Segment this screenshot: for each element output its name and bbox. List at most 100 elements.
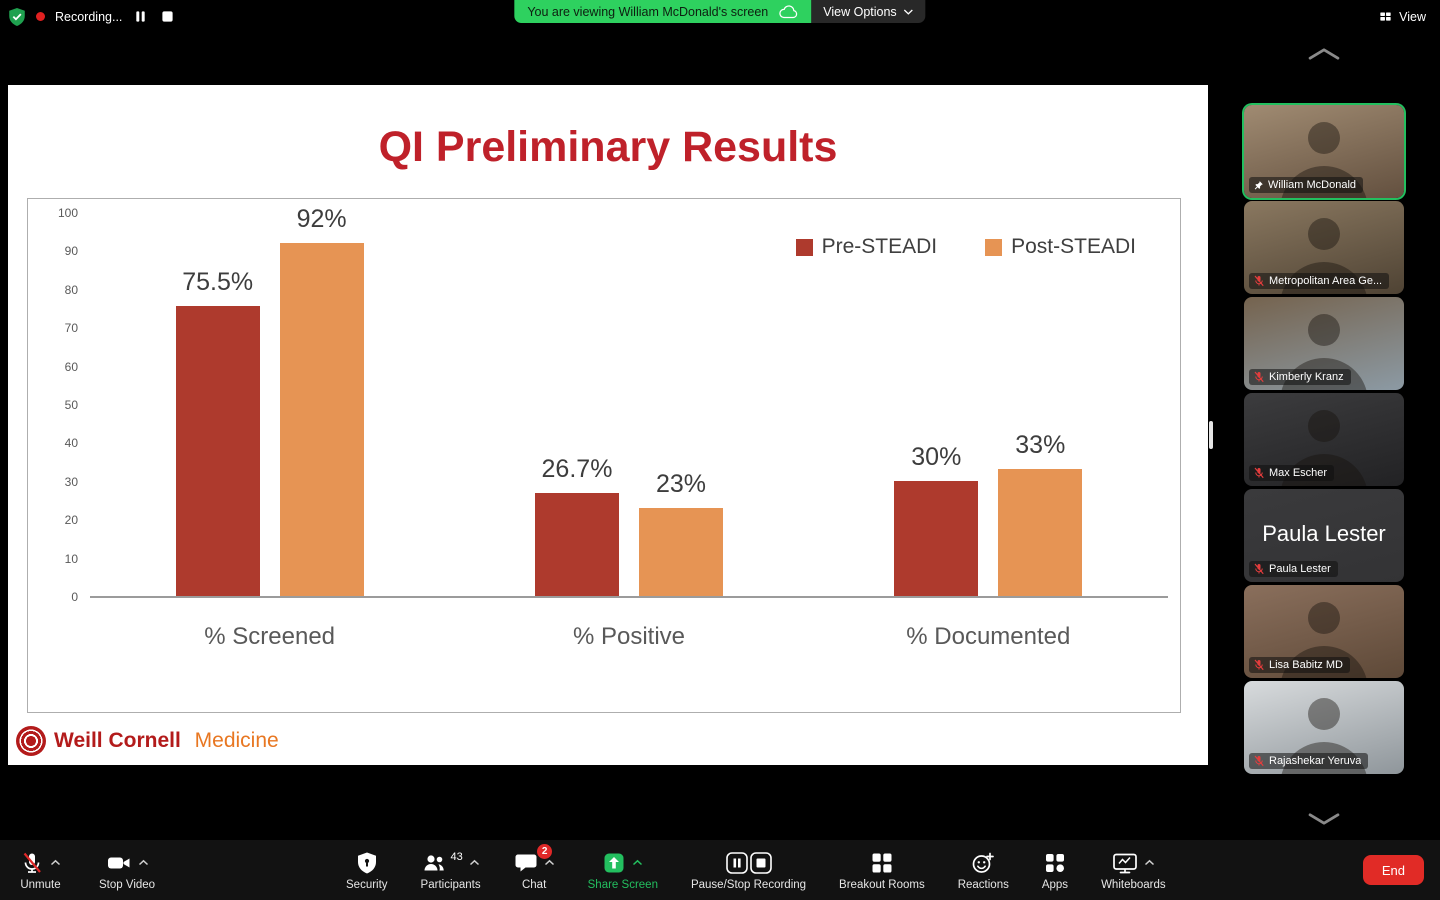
participant-tile[interactable]: Paula Lester Paula Lester [1244, 489, 1404, 582]
toolbar-label: Pause/Stop Recording [690, 879, 807, 891]
bar-cell: 26.7% [534, 455, 619, 596]
pause-recording-button[interactable] [132, 8, 149, 25]
recording-label: Recording... [55, 9, 123, 24]
legend-swatch [795, 238, 813, 256]
bar-cell: 33% [998, 431, 1083, 596]
toolbar-whiteboards-button[interactable]: Whiteboards [1091, 840, 1176, 900]
participant-silhouette [1308, 122, 1340, 154]
view-grid-icon [1379, 10, 1392, 23]
participants-count: 43 [450, 851, 463, 863]
toolbar-label: Breakout Rooms [839, 879, 925, 891]
toolbar-label: Apps [1041, 879, 1069, 891]
stop-recording-button[interactable] [159, 8, 176, 25]
bar-pre-steadi [894, 480, 979, 596]
toolbar-security-button[interactable]: Security [336, 840, 398, 900]
participant-name: Lisa Babitz MD [1269, 659, 1343, 671]
chevron-up-icon[interactable] [469, 859, 480, 866]
participant-silhouette [1308, 698, 1340, 730]
bar-value-label: 92% [296, 204, 347, 233]
participant-tile[interactable]: Metropolitan Area Ge... [1244, 201, 1404, 294]
view-options-label: View Options [823, 4, 897, 19]
recording-controls: Recording... [8, 0, 176, 33]
toolbar-stop-video-button[interactable]: Stop Video [89, 840, 165, 900]
view-label: View [1399, 9, 1426, 24]
participant-tile[interactable]: Kimberly Kranz [1244, 297, 1404, 390]
legend-item: Pre-STEADI [795, 235, 938, 259]
chevron-up-icon[interactable] [50, 859, 61, 866]
toolbar-center-cluster: Security 43 Participants Chat 2 Share Screen P… [336, 840, 1176, 900]
y-axis-tick: 100 [57, 206, 78, 220]
recording-dot-icon [36, 12, 45, 21]
chat-icon [514, 851, 538, 875]
bar-cell: 23% [638, 470, 723, 596]
legend-label: Pre-STEADI [821, 235, 938, 258]
view-button[interactable]: View [1379, 0, 1426, 33]
toolbar-label: Participants [420, 879, 481, 891]
presentation-slide: QI Preliminary Results Pre-STEADI Post-ST… [8, 85, 1208, 765]
bar-post-steadi [998, 469, 1083, 596]
muted-mic-icon [1253, 659, 1265, 671]
participants-panel: William McDonald Metropolitan Area Ge... K… [1208, 33, 1440, 840]
participant-name: Paula Lester [1269, 563, 1331, 575]
toolbar-chat-button[interactable]: Chat 2 [504, 840, 565, 900]
toolbar-left-cluster: Unmute Stop Video [10, 840, 165, 900]
legend-label: Post-STEADI [1011, 235, 1136, 258]
y-axis-tick: 90 [64, 244, 78, 259]
shared-screen: QI Preliminary Results Pre-STEADI Post-ST… [0, 33, 1208, 800]
participant-tile[interactable]: Max Escher [1244, 393, 1404, 486]
bar-cell: 75.5% [175, 268, 260, 596]
chevron-up-icon[interactable] [1144, 859, 1155, 866]
viewing-banner: You are viewing William McDonald's scree… [514, 0, 926, 23]
participant-name-bar: Metropolitan Area Ge... [1249, 273, 1390, 289]
y-axis-tick: 0 [71, 590, 78, 604]
chat-badge: 2 [537, 844, 553, 859]
toolbar-pause-stop-recording-button[interactable]: Pause/Stop Recording [681, 840, 816, 900]
scrollbar[interactable] [1209, 421, 1213, 449]
bar-group: 75.5% 92% [175, 204, 364, 596]
logo-text-secondary: Medicine [194, 729, 279, 752]
bar-value-label: 26.7% [541, 455, 613, 484]
participant-name-bar: Paula Lester [1249, 561, 1338, 577]
toolbar-breakout-rooms-button[interactable]: Breakout Rooms [829, 840, 935, 900]
reactions-icon [971, 851, 995, 875]
participant-silhouette [1308, 410, 1340, 442]
toolbar-label: Chat [521, 879, 547, 891]
participant-tile[interactable]: William McDonald [1244, 105, 1404, 198]
participant-tile[interactable]: Lisa Babitz MD [1244, 585, 1404, 678]
y-axis-tick: 20 [64, 513, 78, 528]
participant-tile[interactable]: Rajashekar Yeruva [1244, 681, 1404, 774]
toolbar-label: Unmute [20, 879, 61, 891]
chevron-up-icon[interactable] [544, 859, 555, 866]
participant-name-bar: Kimberly Kranz [1249, 369, 1351, 385]
category-label: % Documented [906, 623, 1071, 650]
toolbar-unmute-button[interactable]: Unmute [10, 840, 71, 900]
toolbar-reactions-button[interactable]: Reactions [948, 840, 1019, 900]
camera-icon [106, 851, 132, 875]
share-screen-icon [602, 851, 626, 875]
participant-silhouette [1308, 218, 1340, 250]
end-button[interactable]: End [1362, 855, 1424, 885]
weill-cornell-seal-icon [16, 726, 46, 756]
top-bar: Recording... You are viewing William McD… [0, 0, 1440, 33]
category-label: % Screened [204, 623, 336, 650]
y-axis-tick: 40 [64, 436, 78, 451]
bar-cell: 92% [279, 204, 364, 596]
view-options-button[interactable]: View Options [811, 0, 926, 23]
y-axis: 0 10 20 30 40 50 60 70 80 90 100 [34, 206, 78, 604]
toolbar-label: Security [346, 879, 388, 891]
chart-legend: Pre-STEADI Post-STEADI [795, 235, 1136, 259]
chevron-up-icon[interactable] [632, 859, 643, 866]
toolbar-participants-button[interactable]: 43 Participants [411, 840, 491, 900]
participant-name-bar: Lisa Babitz MD [1249, 657, 1350, 673]
bar-post-steadi [279, 242, 364, 596]
y-axis-tick: 10 [64, 551, 78, 566]
toolbar-apps-button[interactable]: Apps [1032, 840, 1078, 900]
chevron-up-icon[interactable] [138, 859, 149, 866]
participant-name: Kimberly Kranz [1269, 371, 1344, 383]
participant-silhouette [1308, 314, 1340, 346]
bar-chart: Pre-STEADI Post-STEADI 0 10 20 30 40 50 60 70 80 9… [27, 198, 1181, 713]
toolbar-share-screen-button[interactable]: Share Screen [578, 840, 668, 900]
chevron-down-icon[interactable] [1303, 809, 1345, 833]
chevron-up-icon[interactable] [1303, 43, 1345, 67]
